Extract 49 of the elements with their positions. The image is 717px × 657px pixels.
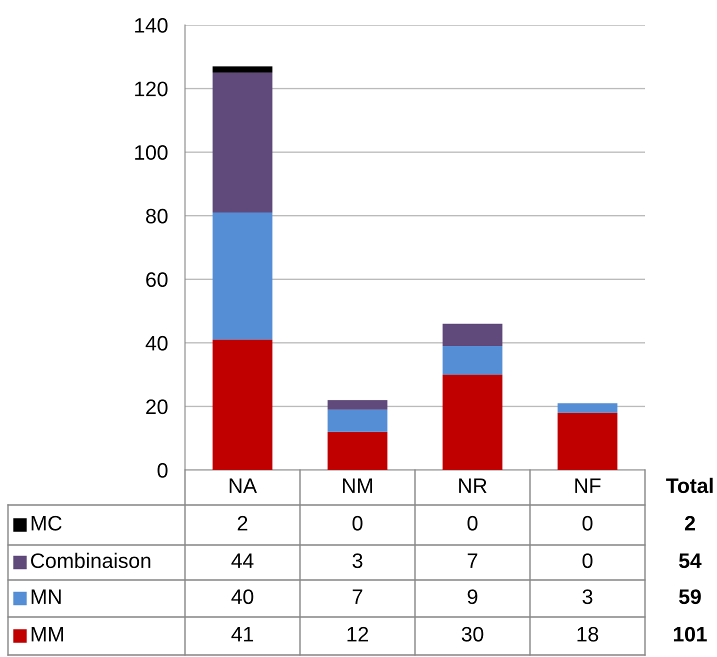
bar [442, 374, 502, 470]
y-tick-label: 0 [158, 463, 168, 478]
data-label: 2 [238, 516, 248, 530]
bar [212, 340, 272, 470]
bar [212, 66, 272, 73]
y-tick-label: 140 [135, 18, 168, 33]
data-label: 3 [352, 553, 362, 568]
data-label: 0 [352, 516, 362, 531]
bar [328, 400, 388, 410]
text: 54 [679, 554, 702, 568]
data-label: 9 [468, 589, 478, 604]
data-label: 40 [231, 589, 254, 604]
legend-label: MN [32, 590, 61, 604]
data-label: 0 [582, 516, 592, 531]
bar [558, 412, 618, 470]
data-label: 0 [468, 516, 478, 531]
data-label: 3 [582, 589, 592, 604]
x-tick-label: NF [575, 478, 601, 493]
bar [558, 403, 618, 413]
data-label: 44 [231, 554, 254, 568]
text: 101 [674, 626, 707, 642]
data-label: 18 [578, 626, 598, 642]
y-tick-label: 20 [146, 399, 168, 414]
bar [442, 346, 502, 375]
x-tick-label: NA [230, 478, 257, 493]
text: Total [666, 478, 713, 494]
y-tick-label: 120 [135, 82, 168, 96]
data-label: 12 [348, 626, 368, 642]
data-label: 7 [352, 590, 362, 604]
y-tick-label: 60 [146, 272, 168, 288]
data-label: 41 [231, 627, 254, 642]
y-tick-label: 40 [146, 336, 168, 351]
bar [212, 212, 272, 340]
text: 59 [679, 589, 701, 604]
legend-label: Combinaison [31, 552, 150, 568]
data-label: 0 [582, 553, 592, 568]
bar [212, 72, 272, 213]
legend-label: MM [32, 627, 63, 642]
bar [442, 324, 502, 346]
y-tick-label: 100 [135, 145, 168, 160]
bar [328, 432, 388, 470]
x-tick-label: NM [343, 478, 372, 493]
text: 2 [684, 516, 695, 530]
bar [328, 410, 388, 432]
x-tick-label: NR [459, 478, 487, 493]
legend-label: MC [32, 516, 62, 531]
y-tick-label: 80 [146, 208, 168, 224]
data-label: 30 [462, 626, 484, 642]
data-label: 7 [468, 554, 478, 568]
